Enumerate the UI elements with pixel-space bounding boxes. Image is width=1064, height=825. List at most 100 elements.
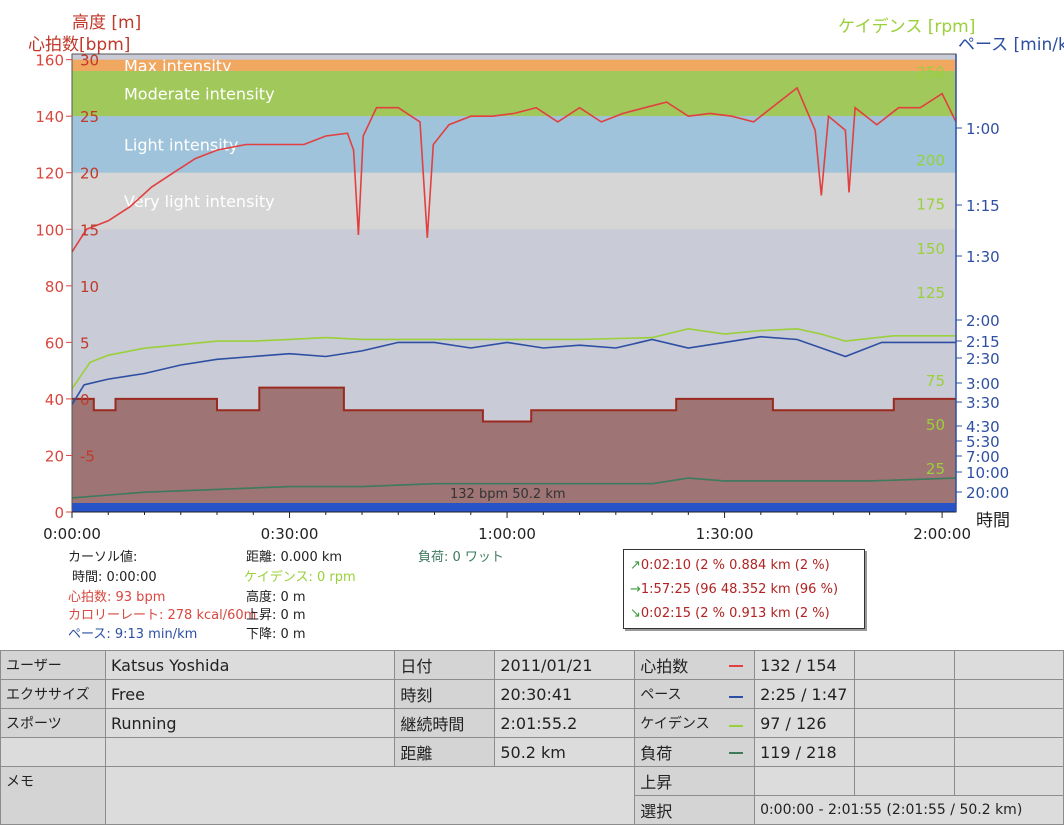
date-label: 日付: [394, 650, 496, 680]
heart-rate-line: [71, 86, 957, 253]
empty-cell: [953, 679, 1064, 709]
lap-flat-icon: →: [630, 582, 641, 597]
lap-row[interactable]: ↘0:02:15 (2 % 0.913 km (2 %): [630, 606, 830, 621]
distance-label: 距離: [394, 737, 496, 767]
altitude-line: [72, 386, 956, 423]
x-tick-label: 1:00:00: [478, 525, 536, 543]
empty-cell: [754, 766, 856, 796]
date-value: 2011/01/21: [494, 650, 636, 680]
empty-cell: [953, 708, 1064, 738]
altitude-tick-label: 10: [80, 278, 99, 296]
zone-band: [72, 172, 956, 230]
cursor-values-panel: カーソル値: 時間: 0:00:00 心拍数: 93 bpm カロリーレート: …: [68, 546, 608, 646]
pace-tick-label: 3:30: [966, 394, 1000, 412]
heart-rate-axis-title: 心拍数[bpm]: [28, 35, 131, 55]
pace-tick-label: 2:30: [966, 350, 1000, 368]
pace-stat-value: 2:25 / 1:47: [754, 679, 856, 709]
empty-cell: [953, 737, 1064, 767]
cursor-load: 負荷: 0 ワット: [418, 550, 504, 565]
memo-label: メモ: [0, 766, 106, 825]
pace-tick-label: 3:00: [966, 375, 1000, 393]
hr-tick-label: 60: [45, 334, 64, 352]
pace-stat-label-text: ペース: [640, 687, 682, 703]
user-label: ユーザー: [0, 650, 106, 680]
distance-value: 50.2 km: [494, 737, 636, 767]
altitude-tick-label: 0: [80, 391, 90, 409]
time-value: 20:30:41: [494, 679, 636, 709]
empty-cell: [854, 679, 955, 709]
pace-tick-label: 20:00: [966, 484, 1009, 502]
cursor-cadence: ケイデンス: 0 rpm: [244, 570, 356, 585]
series-lines: 132 bpm 50.2 km: [71, 86, 957, 512]
cadence-tick-label: 75: [926, 372, 945, 390]
ascent-stat-label: 上昇: [634, 766, 756, 796]
pace-tick-label: 1:30: [966, 248, 1000, 266]
cadence-line: [71, 327, 956, 390]
cadence-dash-icon: [729, 725, 744, 727]
pace-tick-label: 2:00: [966, 312, 1000, 330]
memo-field[interactable]: [104, 766, 636, 825]
altitude-axis-title: 高度 [m]: [72, 13, 142, 33]
cadence-tick-label: 200: [916, 152, 945, 170]
empty-cell: [854, 708, 955, 738]
duration-label: 継続時間: [394, 708, 496, 738]
zone-label: Light intensity: [124, 135, 238, 154]
zone-label: Moderate intensity: [124, 85, 275, 104]
empty-cell: [854, 650, 955, 680]
pace-tick-label: 2:15: [966, 333, 1000, 351]
cadence-tick-label: 150: [916, 240, 945, 258]
hr-stat-label: 心拍数: [634, 650, 756, 680]
pace-dash-icon: [729, 696, 744, 698]
altitude-tick-label: 5: [80, 334, 90, 352]
zone-label: Max intensity: [124, 56, 232, 75]
load-line: [71, 477, 957, 499]
bpm-km-label: 132 bpm 50.2 km: [450, 487, 566, 502]
hr-tick-label: 160: [35, 52, 64, 70]
cadence-tick-label: 125: [916, 284, 945, 302]
zone-band: [72, 70, 956, 117]
hr-tick-label: 0: [54, 504, 64, 522]
sport-value[interactable]: Running: [104, 708, 396, 738]
pace-axis-title: ペース [min/km]: [958, 35, 1064, 55]
cursor-calorie: カロリーレート: 278 kcal/60m: [68, 608, 257, 623]
selection-value[interactable]: 0:00:00 - 2:01:55 (2:01:55 / 50.2 km): [754, 795, 1064, 825]
load-stat-label-text: 負荷: [640, 744, 673, 763]
lap-down-icon: ↘: [630, 606, 641, 621]
hr-tick-label: 20: [45, 447, 64, 465]
lap-row[interactable]: →1:57:25 (96 48.352 km (96 %): [630, 582, 838, 597]
zone-band: [72, 59, 956, 71]
cursor-hr: 心拍数: 93 bpm: [68, 590, 166, 605]
exercise-label: エクササイズ: [0, 679, 106, 709]
lap-row[interactable]: ↗0:02:10 (2 % 0.884 km (2 %): [630, 558, 830, 573]
lap-summary-box: ↗0:02:10 (2 % 0.884 km (2 %) →1:57:25 (9…: [623, 549, 865, 629]
hr-dash-icon: [729, 665, 744, 667]
duration-value: 2:01:55.2: [494, 708, 636, 738]
empty-cell: [854, 766, 955, 796]
cadence-tick-label: 175: [916, 196, 945, 214]
cursor-pace: ペース: 9:13 min/km: [68, 627, 198, 642]
pace-tick-label: 1:15: [966, 197, 1000, 215]
pace-tick-label: 10:00: [966, 464, 1009, 482]
exercise-value[interactable]: Free: [104, 679, 396, 709]
cadence-stat-value: 97 / 126: [754, 708, 856, 738]
session-info-table: ユーザー Katsus Yoshida 日付 2011/01/21 心拍数 13…: [0, 650, 1064, 825]
hr-stat-value: 132 / 154: [754, 650, 856, 680]
cadence-axis-title: ケイデンス [rpm]: [838, 17, 976, 37]
load-stat-value: 119 / 218: [754, 737, 856, 767]
user-value[interactable]: Katsus Yoshida: [104, 650, 396, 680]
cadence-stat-label-text: ケイデンス: [640, 716, 710, 732]
hr-tick-label: 80: [45, 278, 64, 296]
empty-cell: [104, 737, 396, 767]
cursor-distance: 距離: 0.000 km: [246, 550, 343, 565]
zone-band: [72, 116, 956, 173]
sport-label: スポーツ: [0, 708, 106, 738]
axes: 0 20 40 60 80 100 120 140 160 -5 0 5 10 15 20 25 30 25 50 7…: [35, 52, 1009, 543]
hr-tick-label: 100: [35, 221, 64, 239]
empty-cell: [854, 737, 955, 767]
selection-label: 選択: [634, 795, 756, 825]
load-stat-label: 負荷: [634, 737, 756, 767]
cadence-tick-label: 250: [916, 64, 945, 82]
lap-text: 1:57:25 (96 48.352 km (96 %): [640, 582, 839, 597]
chart[interactable]: Max intensity Moderate intensity Light int…: [0, 0, 1064, 545]
cadence-tick-label: 25: [926, 460, 945, 478]
